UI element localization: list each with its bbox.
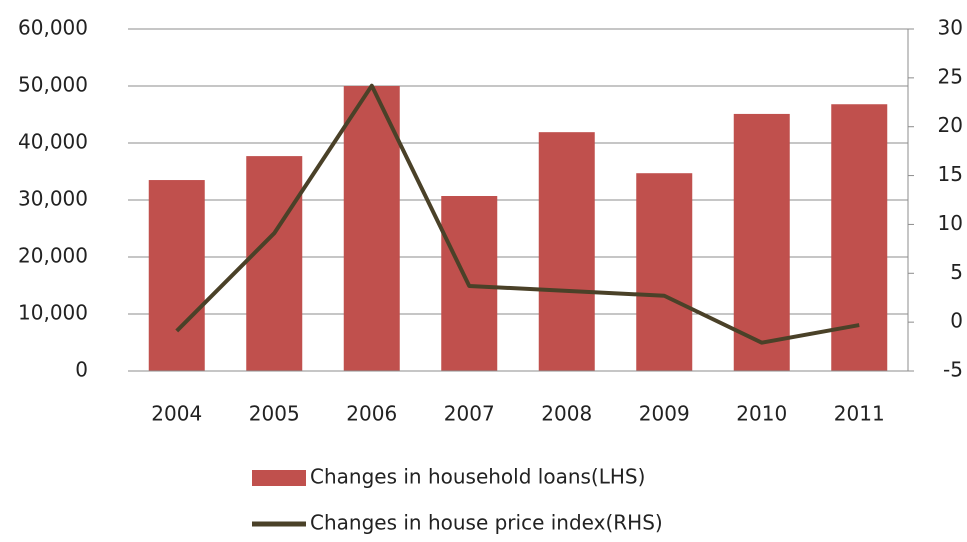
y-tick-label: 20,000 xyxy=(18,244,88,268)
legend-swatch xyxy=(252,470,306,486)
y2-tick-label: 10 xyxy=(938,211,963,235)
x-tick-label: 2009 xyxy=(639,402,690,426)
y2-tick-label: 0 xyxy=(950,309,963,333)
y-tick-label: 10,000 xyxy=(18,301,88,325)
legend-label: Changes in house price index(RHS) xyxy=(310,511,663,535)
x-tick-label: 2005 xyxy=(249,402,300,426)
x-tick-label: 2011 xyxy=(834,402,885,426)
y2-tick-label: 25 xyxy=(938,64,963,88)
line xyxy=(175,83,860,345)
y2-tick-label: 20 xyxy=(938,113,963,137)
legend-label: Changes in household loans(LHS) xyxy=(310,465,645,489)
y2-tick-label: 15 xyxy=(938,162,963,186)
x-tick-label: 2010 xyxy=(736,402,787,426)
y-tick-label: 0 xyxy=(75,358,88,382)
bar xyxy=(343,86,400,371)
y2-tick-label: -5 xyxy=(943,358,963,382)
x-tick-label: 2004 xyxy=(151,402,202,426)
y2-tick-label: 5 xyxy=(950,260,963,284)
y-tick-label: 50,000 xyxy=(18,73,88,97)
bar xyxy=(538,132,595,371)
bar xyxy=(636,173,693,371)
bar xyxy=(246,156,303,371)
bar xyxy=(733,113,790,372)
y2-tick-label: 30 xyxy=(938,16,963,40)
y-tick-label: 60,000 xyxy=(18,16,88,40)
y-tick-label: 40,000 xyxy=(18,130,88,154)
y-tick-label: 30,000 xyxy=(18,187,88,211)
bar xyxy=(148,180,205,371)
x-tick-label: 2006 xyxy=(346,402,397,426)
bar xyxy=(831,104,888,372)
x-tick-label: 2007 xyxy=(444,402,495,426)
x-tick-label: 2008 xyxy=(541,402,592,426)
